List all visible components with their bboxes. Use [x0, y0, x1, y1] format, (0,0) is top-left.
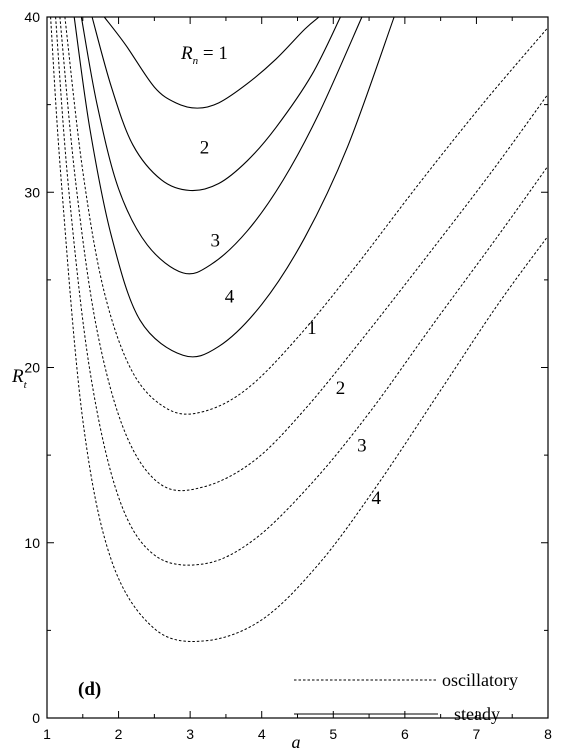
- curve-label: 1: [307, 318, 317, 339]
- x-tick-label: 6: [401, 726, 409, 742]
- x-axis-label: a: [292, 732, 301, 752]
- series-line-solid-1: [103, 16, 320, 109]
- series-line-solid-4: [73, 16, 395, 358]
- y-tick-label: 0: [32, 710, 40, 726]
- x-tick-label: 3: [186, 726, 194, 742]
- series-line-dotted-7: [55, 16, 549, 566]
- x-tick-label: 1: [43, 726, 51, 742]
- plot-frame: [46, 16, 549, 719]
- y-tick-label: 40: [24, 9, 40, 25]
- legend: oscillatory steady: [294, 670, 518, 724]
- y-tick-label: 20: [24, 360, 40, 376]
- x-tick-labels: 1 2 3 4 5 6 7 8: [43, 726, 552, 742]
- y-axis-label: Rt: [11, 366, 28, 391]
- series-line-dotted-8: [50, 16, 549, 642]
- y-axis-label-main: R: [11, 366, 24, 387]
- x-tick-label: 8: [544, 726, 552, 742]
- axis-ticks: [46, 16, 549, 719]
- y-tick-labels: 0 10 20 30 40: [24, 9, 40, 726]
- curve-label: 3: [210, 231, 220, 252]
- curve-label: 3: [357, 436, 367, 457]
- panel-label: (d): [78, 679, 101, 700]
- curve-label: 4: [371, 488, 381, 509]
- curve-label: 2: [200, 138, 210, 159]
- series-line-solid-3: [80, 16, 363, 275]
- legend-label-oscillatory: oscillatory: [442, 670, 518, 690]
- series-line-dotted-6: [59, 16, 549, 492]
- curve-label: Rn = 1: [180, 43, 228, 67]
- legend-label-steady: steady: [454, 704, 500, 724]
- x-tick-label: 4: [258, 726, 266, 742]
- y-axis-label-subscript: t: [24, 379, 28, 391]
- series-layer: [50, 16, 549, 642]
- y-tick-label: 10: [24, 535, 40, 551]
- series-line-dotted-5: [64, 16, 549, 415]
- curve-labels: Rn = 1 2 3 4 1 2 3 4: [180, 43, 381, 509]
- x-tick-label: 2: [115, 726, 123, 742]
- x-tick-label: 5: [329, 726, 337, 742]
- series-line-solid-2: [91, 16, 341, 192]
- curve-label: 2: [336, 378, 346, 399]
- y-tick-label: 30: [24, 184, 40, 200]
- x-tick-label: 7: [473, 726, 481, 742]
- curve-label: 4: [225, 287, 235, 308]
